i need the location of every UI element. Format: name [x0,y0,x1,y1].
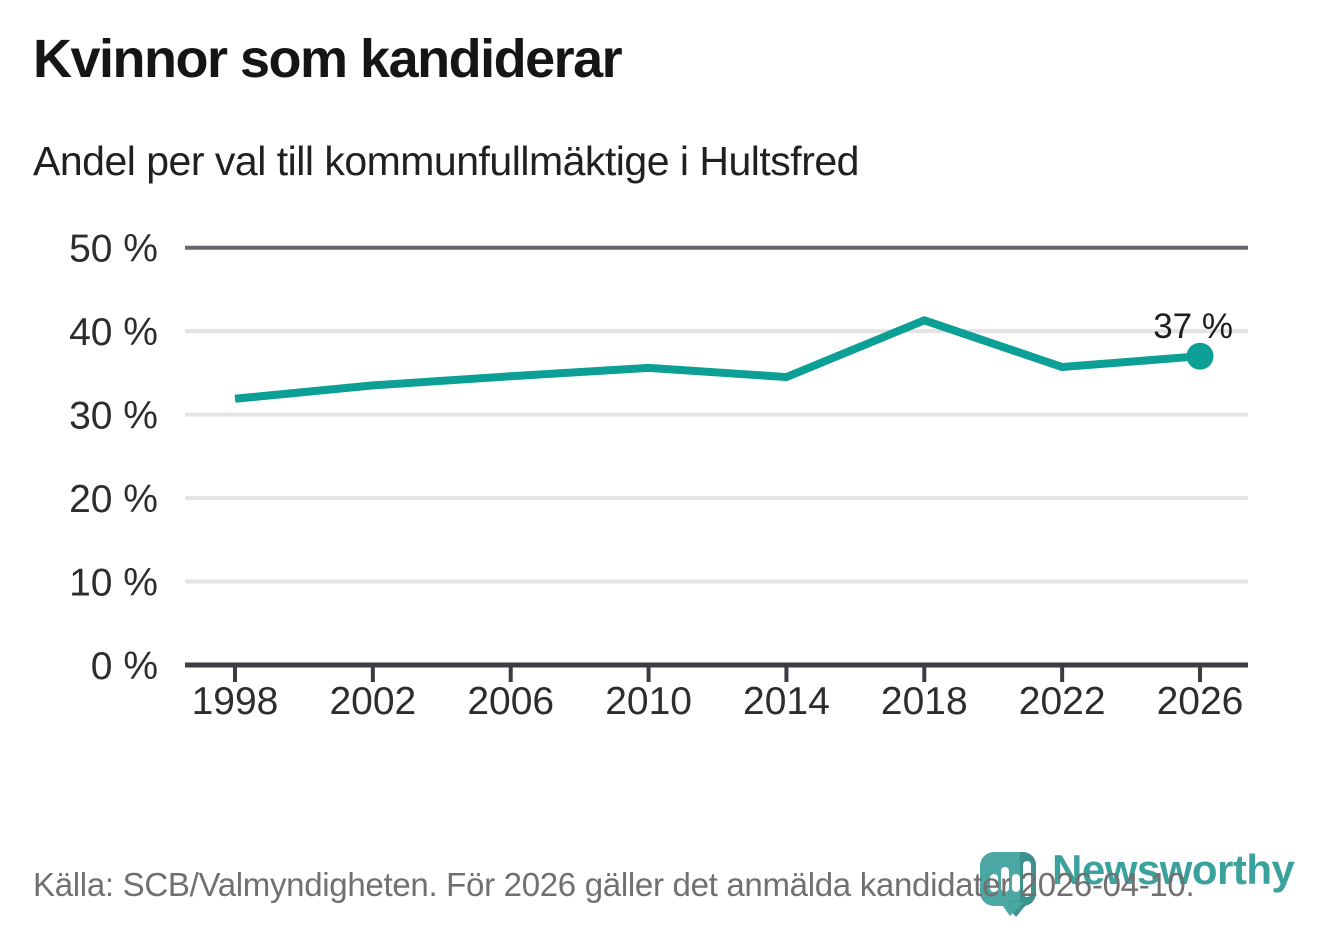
x-axis-label-1998: 1998 [192,680,279,723]
chart-subtitle: Andel per val till kommunfullmäktige i H… [33,138,859,184]
x-axis-label-2002: 2002 [329,680,416,723]
x-axis-label-2006: 2006 [467,680,554,723]
x-axis-label-2014: 2014 [743,680,830,723]
newsworthy-bar-chart-pin-icon [980,852,1036,917]
x-axis-label-2026: 2026 [1157,680,1244,723]
data-line [234,316,1201,403]
x-axis-label-2018: 2018 [881,680,968,723]
y-axis-label-0: 0 % [91,645,158,688]
newsworthy-logo: Newsworthy [978,846,1298,926]
newsworthy-wordmark: Newsworthy [1052,846,1295,893]
y-axis-label-50: 50 % [69,228,158,271]
y-axis-label-30: 30 % [69,395,158,438]
y-axis-label-20: 20 % [69,478,158,521]
line-chart: 50 % 40 % 30 % 20 % 10 % 0 % 1998 2002 2006 2010 2… [69,228,1248,723]
y-axis-label-40: 40 % [69,311,158,354]
chart-title: Kvinnor som kandiderar [33,29,623,89]
x-axis-label-2022: 2022 [1019,680,1106,723]
source-note: Källa: SCB/Valmyndigheten. För 2026 gäll… [33,866,1195,903]
end-value-label: 37 % [1153,307,1233,346]
x-axis-label-2010: 2010 [605,680,692,723]
y-axis-label-10: 10 % [69,562,158,605]
end-point-marker [1186,342,1214,370]
